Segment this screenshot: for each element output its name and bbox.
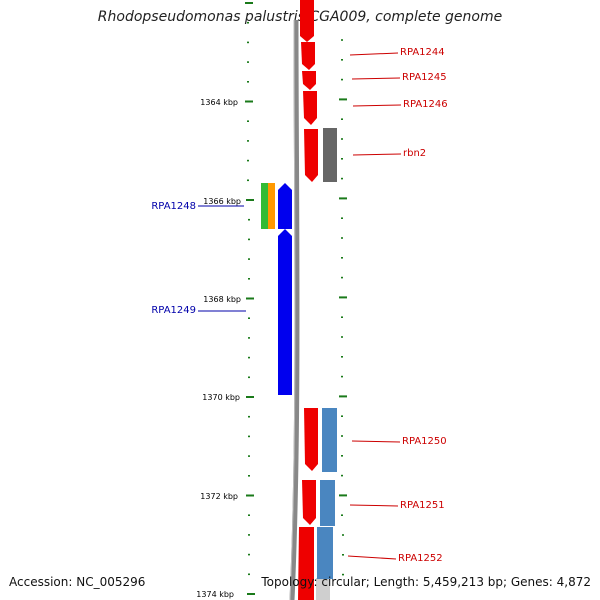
gene-arrow-rpa1249[interactable] xyxy=(278,229,292,395)
gene-label-rbn2[interactable]: rbn2 xyxy=(403,148,426,159)
kbp-label-1364: 1364 kbp xyxy=(200,98,238,107)
reverse-label-lines xyxy=(198,205,246,312)
kbp-labels: 1364 kbp 1366 kbp 1368 kbp 1370 kbp 1372… xyxy=(196,98,241,599)
gene-label-rpa1246[interactable]: RPA1246 xyxy=(403,99,448,110)
leader-rpa1244 xyxy=(349,52,399,56)
blue-feature-rpa1251[interactable] xyxy=(320,480,335,526)
other-features xyxy=(261,128,337,579)
gene-arrow-rpa1250[interactable] xyxy=(304,408,318,471)
accession-text: Accession: NC_005296 xyxy=(9,575,146,589)
blue-feature-rpa1252[interactable] xyxy=(317,527,333,579)
reverse-gene-labels: RPA1248 RPA1249 xyxy=(151,201,196,316)
gene-arrow-rpa1244[interactable] xyxy=(301,42,315,70)
rna-feature-rbn2[interactable] xyxy=(323,128,337,182)
gene-arrow-rpa1251[interactable] xyxy=(302,480,316,525)
genome-backbone xyxy=(289,19,300,600)
gene-label-rpa1245[interactable]: RPA1245 xyxy=(402,72,447,83)
forward-strand-genes xyxy=(298,0,330,600)
leader-rpa1245 xyxy=(351,77,401,80)
kbp-label-1370: 1370 kbp xyxy=(202,393,240,402)
leader-rpa1250 xyxy=(351,440,401,443)
gene-label-rpa1250[interactable]: RPA1250 xyxy=(402,436,447,447)
gene-arrow-rpa1252[interactable] xyxy=(298,527,314,600)
orange-feature[interactable] xyxy=(268,183,275,229)
green-feature[interactable] xyxy=(261,183,268,229)
gene-label-rpa1244[interactable]: RPA1244 xyxy=(400,47,445,58)
gene-label-rpa1251[interactable]: RPA1251 xyxy=(400,500,445,511)
gene-arrow-rpa1246[interactable] xyxy=(303,91,317,125)
leader-rpa1246 xyxy=(352,104,402,107)
kbp-label-1366: 1366 kbp xyxy=(203,197,241,206)
genome-backbone-highlight xyxy=(289,19,296,600)
kbp-label-1372: 1372 kbp xyxy=(200,492,238,501)
leader-rbn2 xyxy=(352,153,402,156)
blue-feature-rpa1250[interactable] xyxy=(322,408,337,472)
gene-arrow-top-partial[interactable] xyxy=(300,0,314,42)
kbp-label-1368: 1368 kbp xyxy=(203,295,241,304)
forward-label-lines xyxy=(347,52,402,560)
gene-label-rpa1252[interactable]: RPA1252 xyxy=(398,553,443,564)
position-ticks-left xyxy=(245,2,255,595)
gene-arrow-rpa1245[interactable] xyxy=(302,71,316,90)
kbp-label-1374: 1374 kbp xyxy=(196,590,234,599)
gene-label-rpa1248[interactable]: RPA1248 xyxy=(151,201,196,212)
position-ticks-right xyxy=(339,39,347,576)
leader-rpa1252 xyxy=(347,555,397,560)
forward-gene-labels: RPA1244 RPA1245 RPA1246 rbn2 RPA1250 RPA… xyxy=(398,47,448,564)
reverse-strand-genes xyxy=(278,183,292,395)
leader-rpa1251 xyxy=(349,504,399,507)
gene-label-rpa1249[interactable]: RPA1249 xyxy=(151,305,196,316)
gene-arrow-rpa1248[interactable] xyxy=(278,183,292,229)
forward-shade-bottom xyxy=(316,578,330,600)
gene-arrow-rbn2[interactable] xyxy=(304,129,318,182)
genome-summary-text: Topology: circular; Length: 5,459,213 bp… xyxy=(261,575,591,589)
